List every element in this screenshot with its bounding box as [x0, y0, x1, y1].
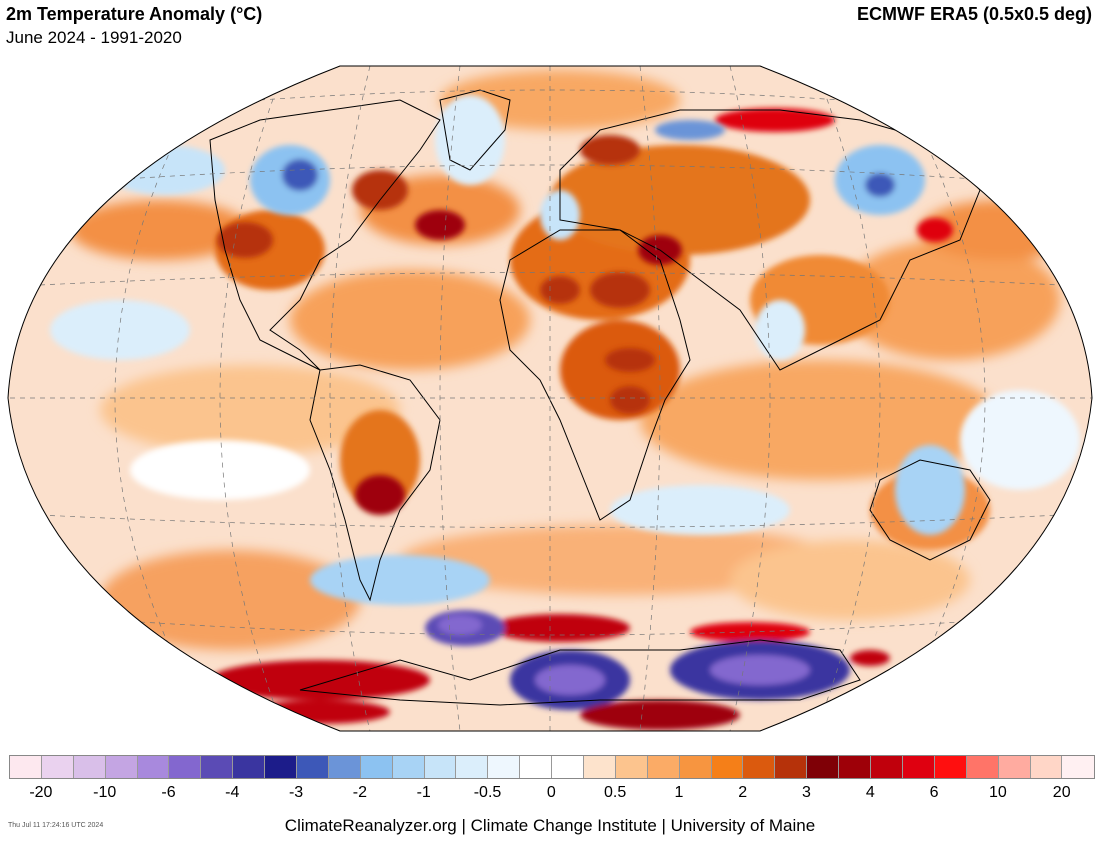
colorbar-label: -0.5 [473, 784, 502, 801]
colorbar-label: 1 [674, 784, 684, 801]
period-subtitle: June 2024 - 1991-2020 [6, 28, 182, 47]
colorbar-label: 2 [738, 784, 748, 801]
colorbar-label: 20 [1052, 784, 1071, 801]
colorbar-swatch [169, 756, 202, 778]
colorbar-swatch [456, 756, 489, 778]
colorbar-label: -1 [416, 784, 431, 801]
colorbar-swatch [392, 756, 425, 778]
title-heading: 2m Temperature Anomaly (°C) [6, 4, 263, 24]
colorbar-swatch [743, 756, 776, 778]
colorbar-swatch [360, 756, 393, 778]
colorbar-label: 10 [988, 784, 1007, 801]
colorbar-labels: -20 -10 -6 -4 -3 -2 -1 -0.5 0 0.5 1 2 3 4 6 10 20 [0, 784, 1100, 806]
coastlines [209, 89, 991, 706]
colorbar-label: -3 [288, 784, 304, 801]
colorbar-label: 6 [929, 784, 939, 801]
colorbar-swatch [1062, 756, 1095, 778]
colorbar-swatch [201, 756, 234, 778]
graticule [8, 66, 1092, 731]
colorbar-swatch [871, 756, 903, 778]
colorbar-swatch [902, 756, 935, 778]
anomaly-map [7, 65, 1093, 732]
credits-footer: ClimateReanalyzer.org | Climate Change I… [284, 816, 816, 835]
colorbar-swatch [73, 756, 106, 778]
colorbar-swatch [584, 756, 616, 778]
colorbar-swatch [1030, 756, 1063, 778]
colorbar-label: 0 [546, 784, 556, 801]
colorbar-swatch [934, 756, 967, 778]
colorbar-swatch [839, 756, 872, 778]
dataset-label: ECMWF ERA5 (0.5x0.5 deg) [856, 4, 1092, 24]
colorbar-swatch [10, 756, 42, 778]
colorbar [9, 755, 1096, 779]
colorbar-label: 4 [865, 784, 875, 801]
colorbar-swatch [807, 756, 840, 778]
colorbar-swatch [679, 756, 712, 778]
colorbar-label: -20 [29, 784, 53, 801]
colorbar-swatch [41, 756, 74, 778]
colorbar-swatch [615, 756, 648, 778]
colorbar-swatch [297, 756, 329, 778]
colorbar-swatch [520, 756, 553, 778]
colorbar-swatch [966, 756, 999, 778]
colorbar-swatch [137, 756, 170, 778]
colorbar-swatch [328, 756, 361, 778]
colorbar-swatch [488, 756, 521, 778]
colorbar-label: -4 [225, 784, 240, 801]
colorbar-label: -10 [93, 784, 117, 801]
colorbar-swatch [233, 756, 266, 778]
colorbar-swatch [265, 756, 298, 778]
colorbar-swatch [424, 756, 457, 778]
colorbar-swatch [647, 756, 680, 778]
colorbar-swatch [105, 756, 138, 778]
colorbar-swatch [711, 756, 744, 778]
timestamp: Thu Jul 11 17:24:16 UTC 2024 [8, 822, 104, 829]
globe-border [7, 65, 1093, 732]
colorbar-swatch [552, 756, 585, 778]
anomaly-field [8, 66, 1092, 731]
colorbar-swatch [775, 756, 808, 778]
colorbar-label: 3 [802, 784, 811, 801]
colorbar-label: 0.5 [603, 784, 627, 801]
colorbar-swatch [998, 756, 1031, 778]
colorbar-label: -2 [352, 784, 368, 801]
colorbar-label: -6 [161, 784, 176, 801]
